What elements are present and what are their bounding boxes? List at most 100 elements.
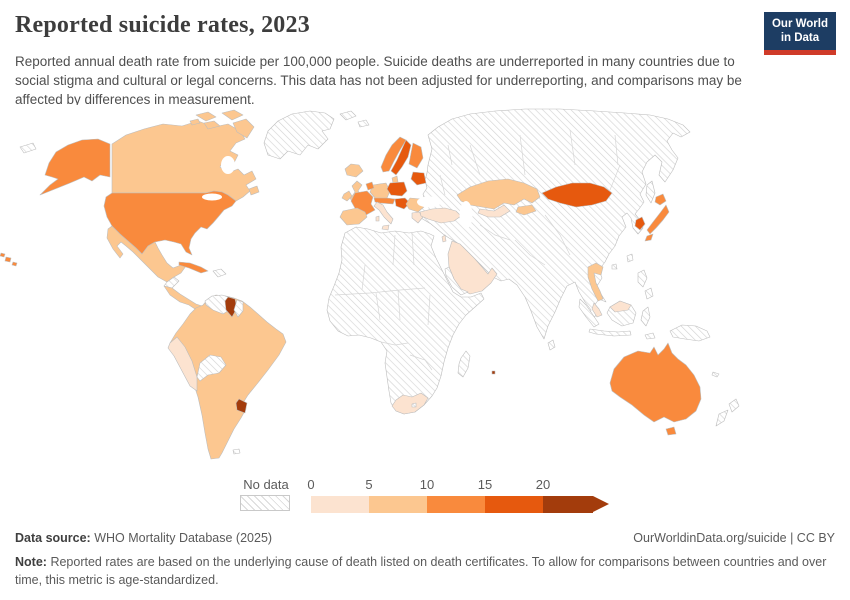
country-uzbekistan[interactable] (477, 204, 511, 218)
country-australia[interactable] (609, 342, 702, 423)
owid-logo[interactable]: Our World in Data (763, 12, 836, 55)
country-denmark[interactable] (391, 175, 399, 184)
data-source-label: Data source: (15, 531, 91, 545)
note-value: Reported rates are based on the underlyi… (15, 555, 827, 587)
legend-no-data: No data (240, 477, 292, 511)
country-indonesia-java[interactable] (588, 328, 632, 337)
country-taiwan[interactable] (626, 253, 634, 263)
country-china-hainan[interactable] (611, 263, 618, 270)
country-kyrgyzstan[interactable] (515, 204, 537, 216)
country-kazakhstan[interactable] (456, 178, 541, 210)
country-usa-hawaii-3[interactable] (11, 261, 18, 267)
region-africa-no-data[interactable] (326, 226, 485, 415)
owid-logo-line1: Our World (771, 18, 828, 30)
country-svalbard[interactable] (339, 110, 357, 121)
country-papua-new-guinea[interactable] (669, 324, 711, 342)
country-new-caledonia[interactable] (711, 371, 720, 378)
country-canada-arctic-island-3[interactable] (203, 120, 221, 130)
country-australia-tasmania[interactable] (665, 426, 677, 436)
country-canada-arctic-island[interactable] (195, 111, 217, 122)
legend-tick-5: 5 (365, 477, 373, 492)
country-philippines[interactable] (637, 269, 648, 288)
country-japan-kyushu[interactable] (644, 233, 654, 242)
region-alpine-states[interactable] (373, 197, 396, 205)
country-malaysia[interactable] (591, 302, 603, 318)
country-hispaniola[interactable] (212, 268, 227, 278)
country-lesotho[interactable] (411, 402, 417, 408)
internal-borders-asia (439, 129, 621, 266)
country-south-africa[interactable] (391, 392, 429, 415)
country-yemen[interactable] (444, 266, 469, 296)
country-canada-baffin[interactable] (232, 118, 255, 139)
country-italy-sardinia[interactable] (375, 215, 380, 222)
country-bolivia[interactable] (196, 354, 227, 382)
country-poland[interactable] (386, 181, 408, 197)
country-cuba[interactable] (178, 261, 209, 274)
country-usa-alaska[interactable] (39, 138, 111, 196)
region-baltic-states[interactable] (410, 171, 427, 186)
country-japan-honshu[interactable] (646, 204, 670, 235)
country-israel[interactable] (441, 234, 447, 243)
country-canada-arctic-island-5[interactable] (189, 118, 201, 126)
country-indonesia-sumatra[interactable] (578, 298, 600, 328)
country-mongolia[interactable] (541, 182, 613, 208)
region-spain-portugal[interactable] (339, 207, 368, 226)
country-sweden[interactable] (390, 139, 412, 176)
country-norway[interactable] (380, 136, 407, 173)
legend-no-data-swatch[interactable] (240, 495, 290, 511)
country-canada[interactable] (111, 120, 257, 202)
country-timor[interactable] (644, 332, 656, 340)
country-italy-sicily[interactable] (381, 224, 390, 231)
black-sea (417, 196, 441, 208)
country-russia-sakhalin[interactable] (645, 180, 656, 204)
credit-link[interactable]: OurWorldinData.org/suicide | CC BY (633, 531, 835, 545)
country-new-zealand-south[interactable] (715, 409, 729, 427)
country-south-korea[interactable] (634, 216, 646, 231)
legend-bin-0-5[interactable] (311, 496, 369, 513)
country-iceland[interactable] (344, 163, 364, 178)
data-source-value[interactable]: WHO Mortality Database (2025) (94, 531, 273, 545)
region-benelux[interactable] (365, 181, 375, 191)
legend-bin-20+[interactable] (543, 496, 593, 513)
caspian-sea (459, 201, 473, 229)
country-turkey[interactable] (419, 207, 462, 224)
country-madagascar[interactable] (457, 350, 471, 378)
country-malaysia-borneo[interactable] (609, 300, 632, 313)
country-peru[interactable] (167, 336, 198, 392)
data-source-line: Data source: WHO Mortality Database (202… (15, 531, 272, 545)
country-uruguay[interactable] (235, 398, 248, 414)
legend-color-bar (311, 496, 609, 513)
country-sri-lanka[interactable] (547, 339, 556, 351)
country-canada-arctic-island-2[interactable] (221, 109, 244, 121)
world-choropleth-map (0, 105, 850, 477)
great-lakes (202, 193, 222, 201)
legend-bin-10-15[interactable] (427, 496, 485, 513)
country-usa-hawaii-2[interactable] (4, 256, 12, 263)
legend-bin-15-20[interactable] (485, 496, 543, 513)
country-thailand[interactable] (587, 262, 604, 302)
legend-tick-15: 15 (477, 477, 493, 492)
country-italy[interactable] (373, 201, 394, 225)
country-chukotka-fragment[interactable] (19, 142, 37, 154)
legend-bin-5-10[interactable] (369, 496, 427, 513)
country-japan-hokkaido[interactable] (654, 193, 667, 206)
country-indonesia-sulawesi[interactable] (640, 306, 651, 327)
country-new-zealand-north[interactable] (728, 398, 740, 413)
country-svalbard-2[interactable] (357, 119, 370, 128)
country-mauritius[interactable] (491, 370, 496, 375)
footer: Data source: WHO Mortality Database (202… (15, 531, 835, 545)
chart-subtitle: Reported annual death rate from suicide … (15, 54, 742, 108)
country-finland[interactable] (408, 142, 424, 169)
footer-note: Note: Reported rates are based on the un… (15, 554, 837, 589)
country-guatemala[interactable] (163, 276, 180, 289)
country-canada-newfoundland[interactable] (248, 185, 260, 196)
country-suriname[interactable] (233, 299, 244, 318)
country-greenland[interactable] (263, 110, 335, 160)
country-falkland-islands[interactable] (232, 448, 241, 455)
country-philippines-2[interactable] (644, 287, 654, 300)
country-ireland[interactable] (341, 190, 353, 202)
country-usa-hawaii[interactable] (0, 252, 6, 258)
country-guyana[interactable] (224, 296, 238, 318)
country-greece[interactable] (411, 211, 424, 224)
